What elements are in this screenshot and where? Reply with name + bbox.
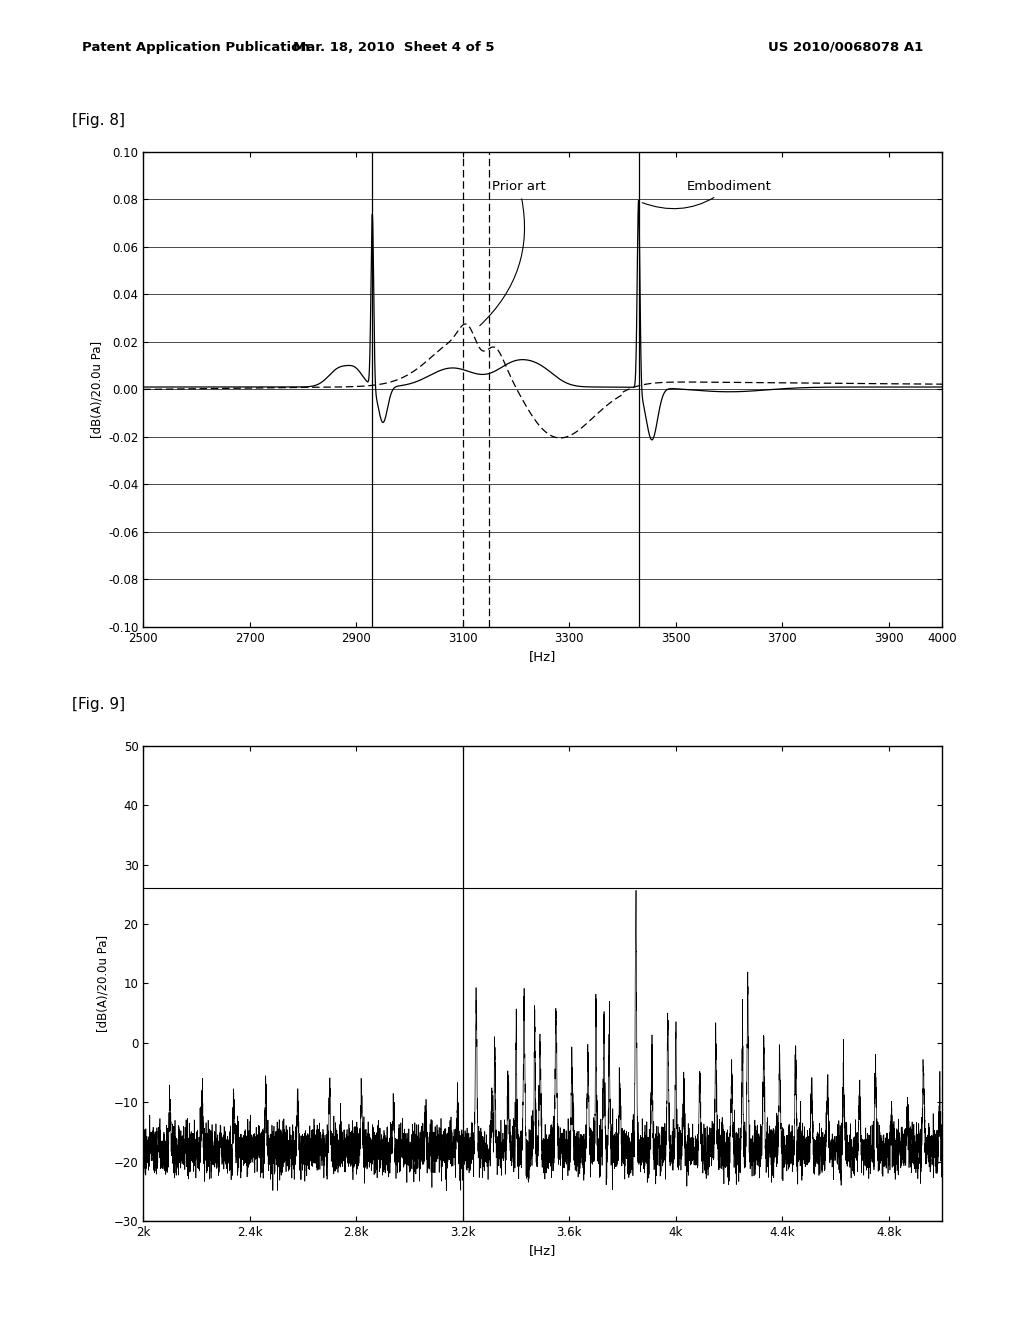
- Text: [Fig. 9]: [Fig. 9]: [72, 697, 125, 711]
- Text: [Fig. 8]: [Fig. 8]: [72, 114, 125, 128]
- Text: Embodiment: Embodiment: [642, 181, 771, 209]
- Text: US 2010/0068078 A1: US 2010/0068078 A1: [768, 41, 924, 54]
- Text: Prior art: Prior art: [480, 181, 546, 326]
- Y-axis label: [dB(A)/20.0u Pa]: [dB(A)/20.0u Pa]: [96, 935, 110, 1032]
- Y-axis label: [dB(A)/20.0u Pa]: [dB(A)/20.0u Pa]: [91, 341, 104, 438]
- X-axis label: [Hz]: [Hz]: [529, 651, 556, 664]
- Text: Patent Application Publication: Patent Application Publication: [82, 41, 309, 54]
- X-axis label: [Hz]: [Hz]: [529, 1245, 556, 1258]
- Text: Mar. 18, 2010  Sheet 4 of 5: Mar. 18, 2010 Sheet 4 of 5: [294, 41, 495, 54]
